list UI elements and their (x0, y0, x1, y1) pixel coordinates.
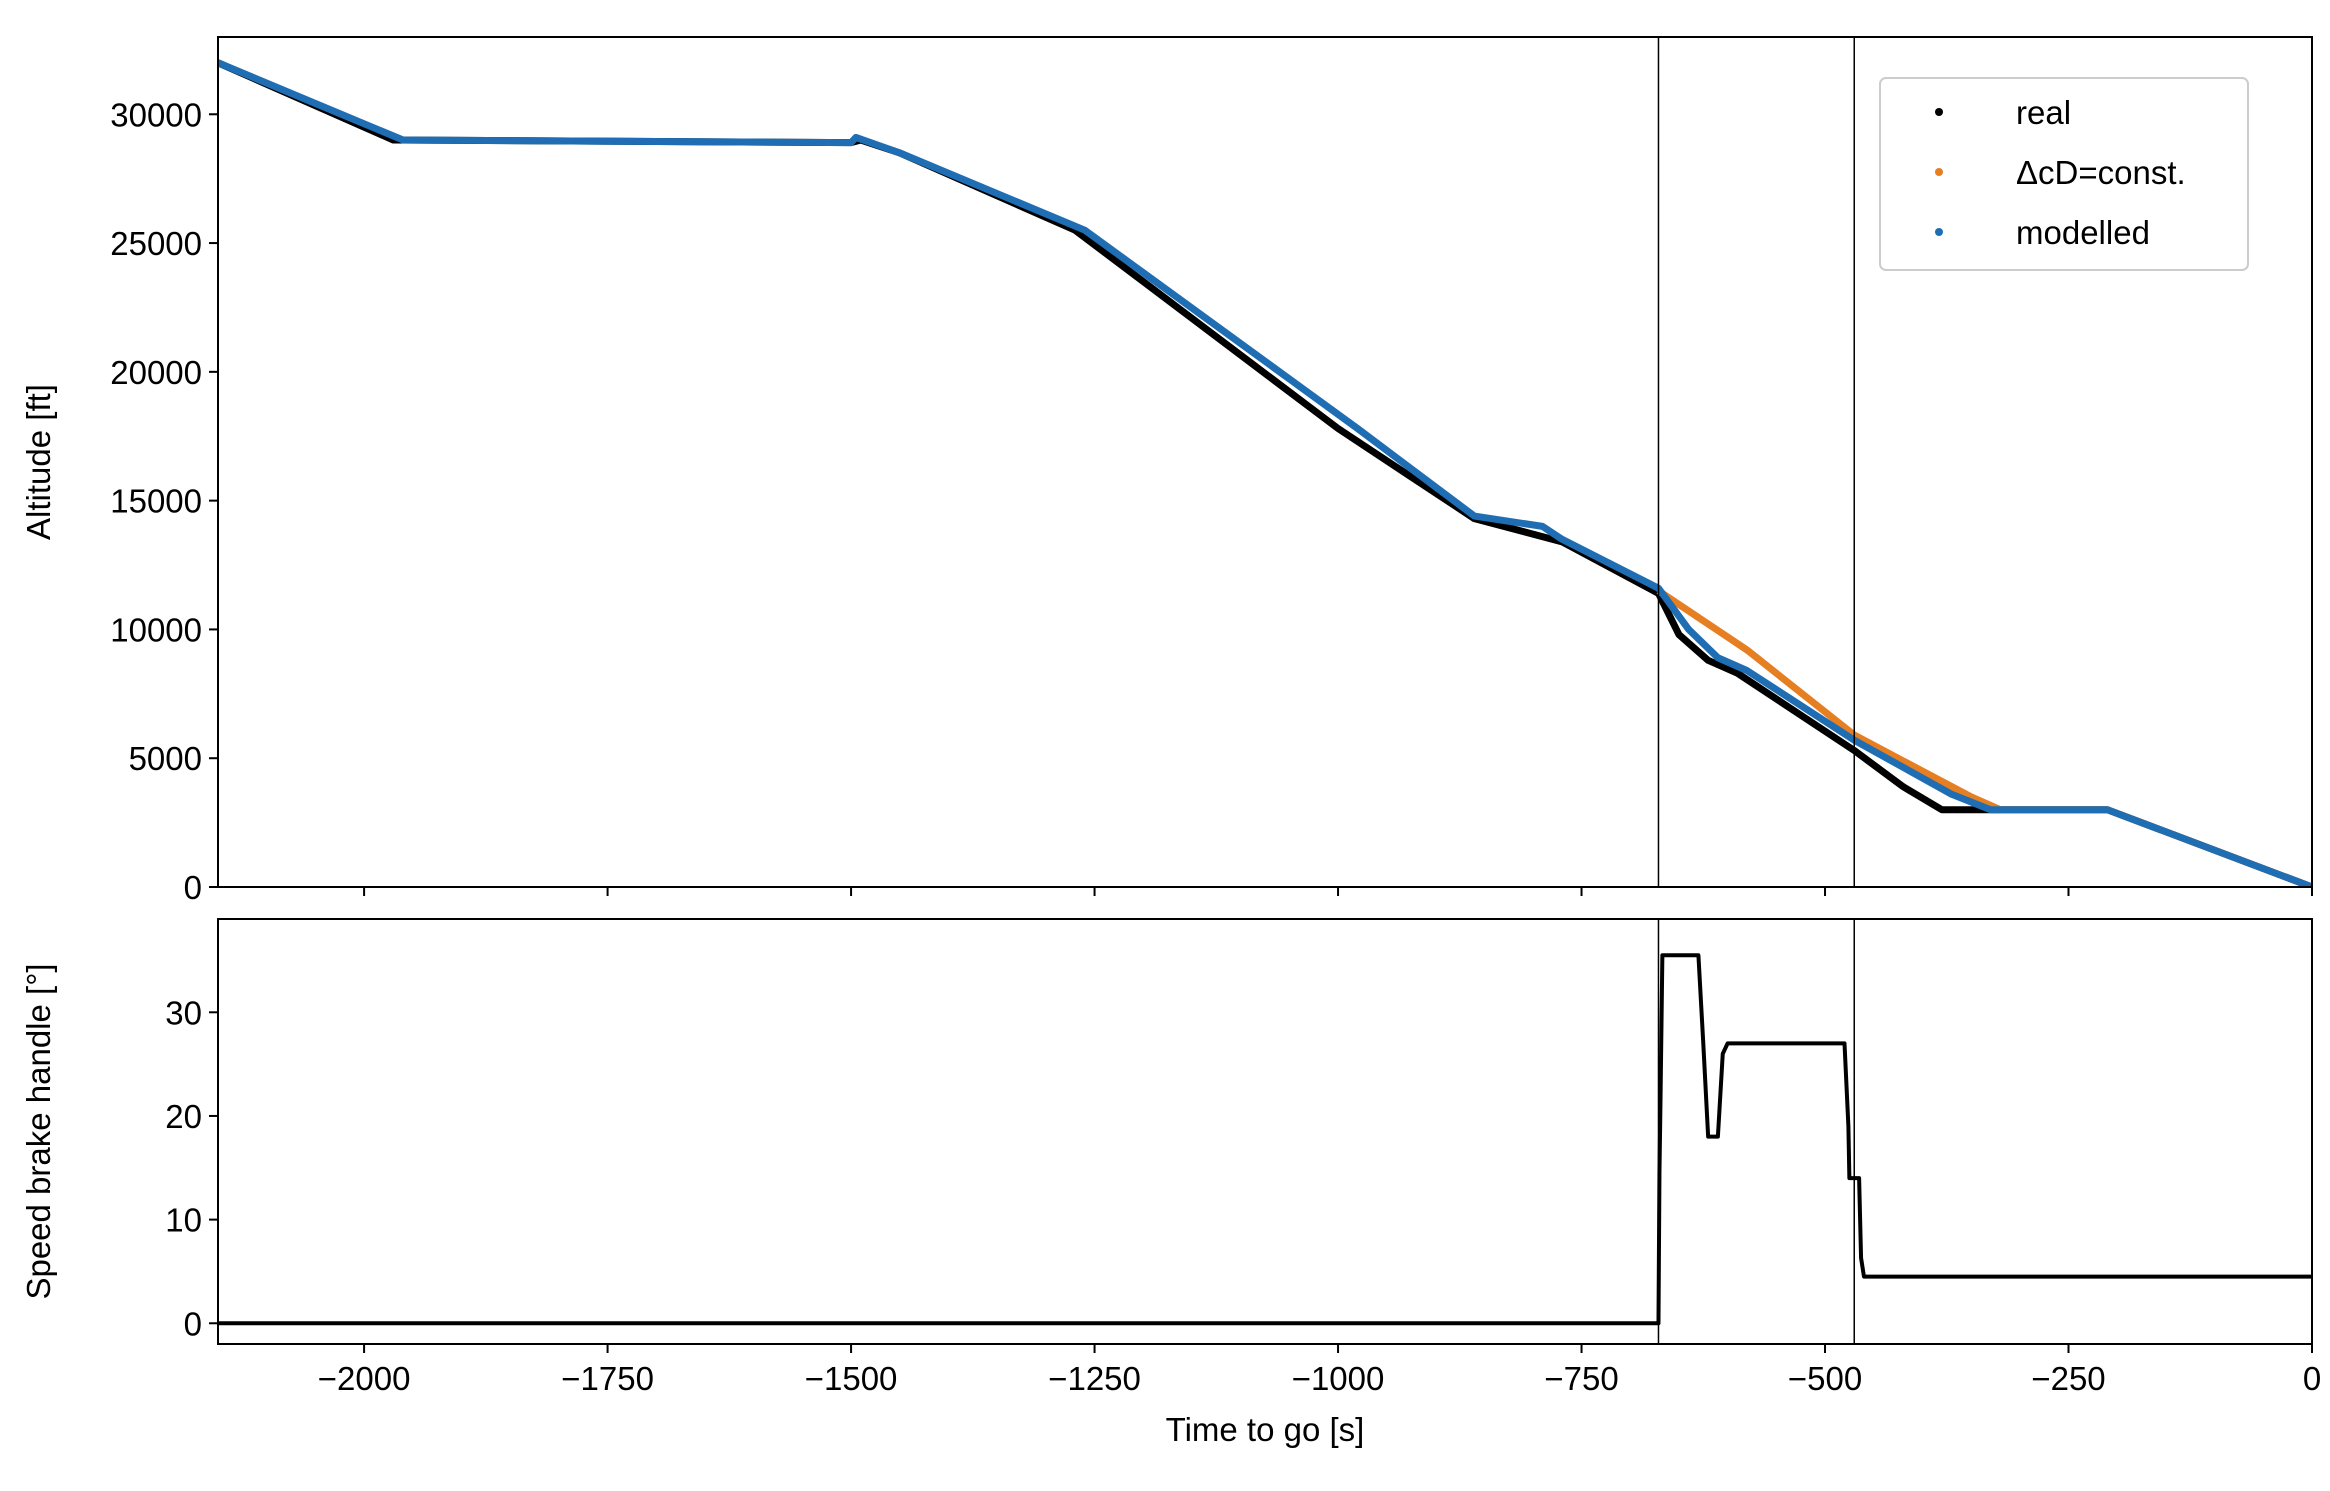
x-axis-label: Time to go [s] (1166, 1411, 1365, 1448)
legend-label: modelled (2016, 214, 2150, 251)
legend-marker (1935, 108, 1943, 116)
y-tick-label: 30 (165, 994, 202, 1031)
x-tick-label: −500 (1788, 1360, 1862, 1397)
axes-frame (217, 918, 2313, 1345)
y-tick-label: 30000 (110, 96, 202, 133)
y-tick-label: 15000 (110, 483, 202, 520)
x-tick-label: 0 (2303, 1360, 2321, 1397)
legend-label: real (2016, 94, 2071, 131)
y-tick-label: 5000 (129, 740, 202, 777)
y-tick-label: 0 (184, 869, 202, 906)
series-line (218, 59, 2312, 887)
legend-marker (1935, 168, 1943, 176)
x-tick-label: −1250 (1048, 1360, 1141, 1397)
legend: real ΔcD=const. modelled (1879, 77, 2249, 271)
series-line (1656, 587, 2312, 887)
y-axis-label: Speed brake handle [°] (20, 963, 57, 1299)
y-tick-label: 10 (165, 1202, 202, 1239)
axes-frame (217, 36, 2313, 888)
legend-box (1879, 77, 2249, 271)
y-tick-label: 20000 (110, 354, 202, 391)
y-tick-label: 10000 (110, 611, 202, 648)
x-tick-label: −750 (1544, 1360, 1618, 1397)
x-tick-label: −1750 (561, 1360, 654, 1397)
y-tick-label: 0 (184, 1305, 202, 1342)
plot-area (218, 953, 2312, 1326)
y-axis-label: Altitude [ft] (20, 384, 57, 540)
series-line (218, 953, 2312, 1326)
y-tick-label: 20 (165, 1098, 202, 1135)
legend-label: ΔcD=const. (2016, 154, 2186, 191)
x-tick-label: −1500 (805, 1360, 898, 1397)
x-tick-label: −1000 (1292, 1360, 1385, 1397)
x-tick-label: −250 (2031, 1360, 2105, 1397)
x-tick-label: −2000 (318, 1360, 411, 1397)
y-tick-label: 25000 (110, 225, 202, 262)
legend-marker (1935, 228, 1943, 236)
